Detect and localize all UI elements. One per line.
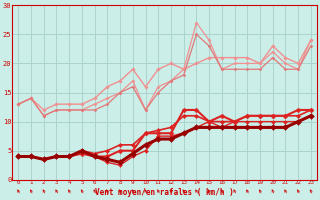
- X-axis label: Vent moyen/en rafales ( km/h ): Vent moyen/en rafales ( km/h ): [95, 188, 234, 197]
